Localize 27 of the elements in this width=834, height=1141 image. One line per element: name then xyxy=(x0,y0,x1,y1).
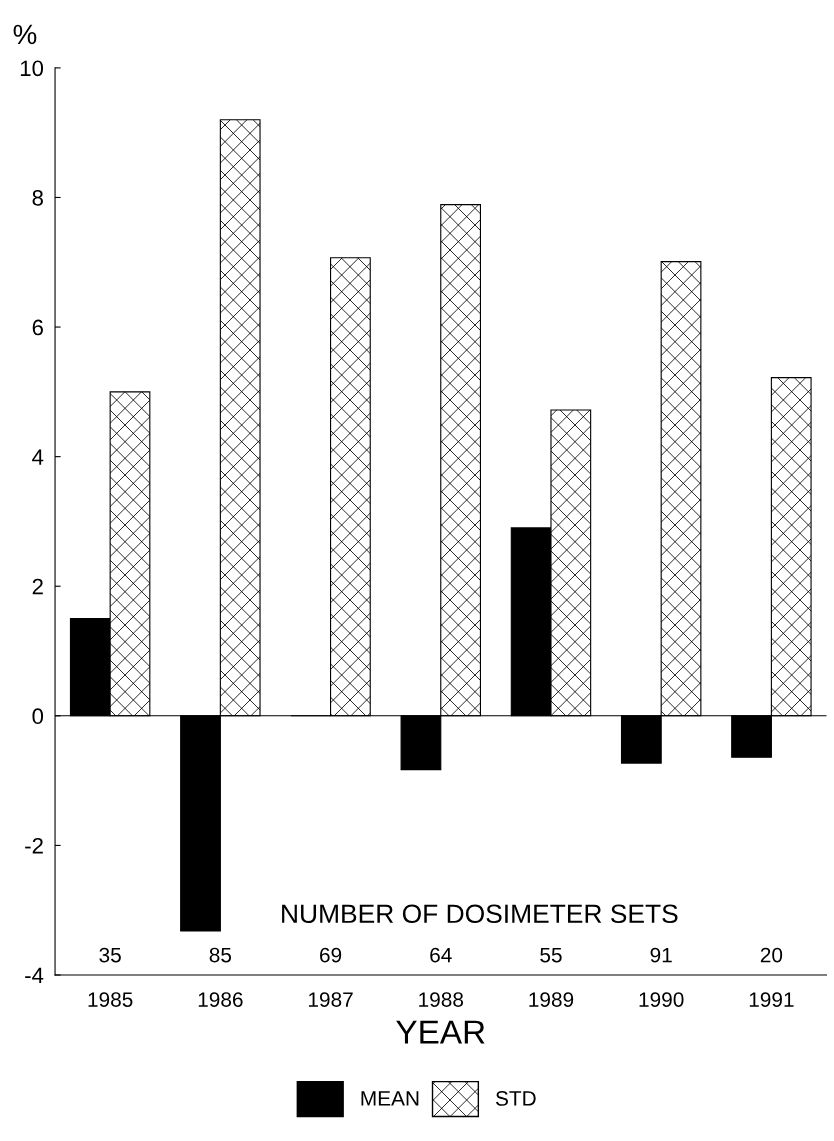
annotation: 64 xyxy=(430,947,452,963)
x-tick-label: 1991 xyxy=(749,992,794,1007)
y-tick-label: 0 xyxy=(32,708,44,725)
annotation: 85 xyxy=(209,947,232,963)
annotation: 20 xyxy=(760,947,783,963)
x-tick-label: 1986 xyxy=(198,992,243,1007)
x-tick-label: 1990 xyxy=(639,992,684,1007)
y-tick-label: 10 xyxy=(20,60,44,77)
y-tick-label: 4 xyxy=(32,449,44,465)
x-tick-label: 1985 xyxy=(88,992,133,1007)
x-axis-title: YEAR xyxy=(396,1020,485,1044)
y-tick-label: -2 xyxy=(25,837,43,854)
legend-label: STD xyxy=(495,1091,536,1106)
y-tick-label: -4 xyxy=(25,967,44,984)
x-tick-label: 1989 xyxy=(529,992,574,1007)
annotation: 35 xyxy=(99,947,121,963)
x-tick-label: 1988 xyxy=(419,992,464,1007)
y-axis-title: % xyxy=(13,24,37,45)
y-tick-label: 2 xyxy=(32,578,43,595)
y-tick-label: 6 xyxy=(32,319,43,336)
annotation: 55 xyxy=(540,947,562,963)
x-tick-label: 1987 xyxy=(308,992,353,1007)
legend-label: MEAN xyxy=(361,1091,419,1106)
y-tick-label: 8 xyxy=(32,190,43,206)
annotation: NUMBER OF DOSIMETER SETS xyxy=(282,904,678,924)
annotation: 91 xyxy=(650,947,672,963)
annotation: 69 xyxy=(320,947,342,963)
